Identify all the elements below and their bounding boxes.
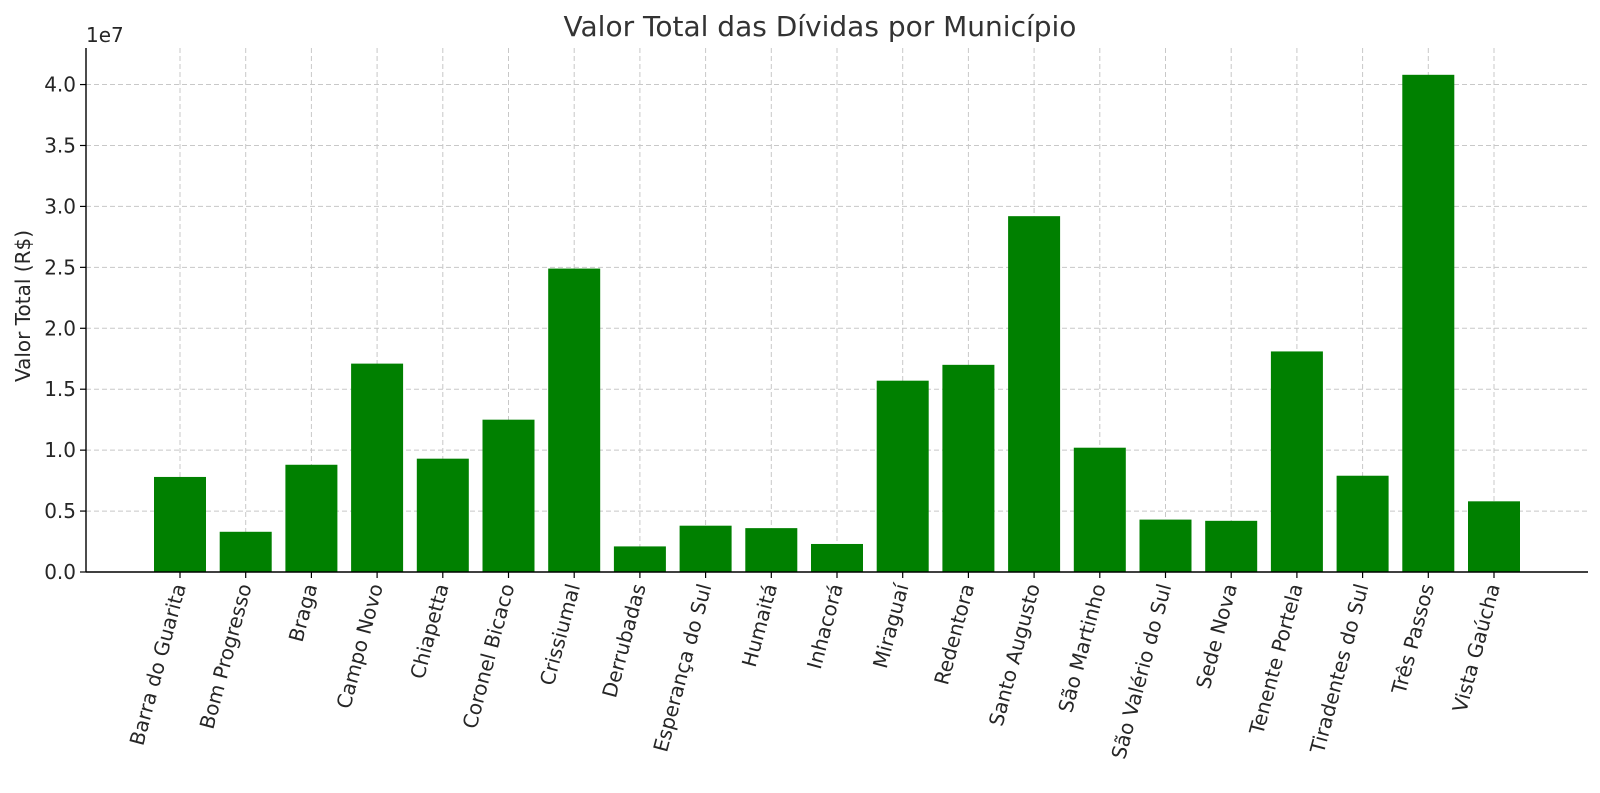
bar [1336, 475, 1389, 572]
bar [876, 380, 929, 572]
bar [1270, 351, 1323, 572]
y-tick-label: 2.0 [44, 316, 76, 340]
bar [1008, 216, 1061, 573]
x-tick-label: Chiapetta [405, 581, 453, 681]
bar [613, 546, 666, 572]
x-tick-label: São Valério do Sul [1106, 581, 1176, 761]
bar [1205, 520, 1258, 572]
bar [416, 458, 469, 572]
x-tick-label: Coronel Bicaco [458, 581, 520, 731]
bar [942, 364, 995, 572]
x-tick-label: Braga [284, 581, 322, 644]
y-tick-label: 1.5 [44, 377, 76, 401]
bar [548, 268, 601, 572]
bar [1468, 501, 1520, 572]
y-tick-label: 4.0 [44, 73, 76, 97]
x-tick-label: Inhacorá [802, 581, 848, 671]
y-axis-label: Valor Total (R$) [11, 230, 35, 382]
x-tick-label: Redentora [929, 581, 979, 687]
bars [154, 74, 1520, 573]
y-tick-label: 1.0 [44, 438, 76, 462]
x-tick-label: Santo Augusto [984, 581, 1045, 729]
bar [679, 525, 732, 572]
bar [1073, 447, 1126, 572]
y-tick-label: 3.5 [44, 133, 76, 157]
x-ticks: Barra do Guarita Bom Progresso Braga Campo … [125, 572, 1505, 762]
bar [154, 476, 206, 572]
x-tick-label: São Martinho [1053, 581, 1110, 715]
bar [351, 363, 404, 572]
x-tick-label: Campo Novo [332, 581, 388, 711]
bar [285, 464, 338, 572]
x-tick-label: Sede Nova [1191, 581, 1242, 691]
x-tick-label: Humaitá [737, 581, 782, 669]
x-tick-label: Esperança do Sul [648, 581, 716, 754]
x-tick-label: Bom Progresso [195, 581, 257, 732]
y-tick-label: 0.5 [44, 499, 76, 523]
x-tick-label: Miraguaí [868, 580, 914, 671]
x-tick-label: Tenente Portela [1244, 581, 1308, 738]
bar [1139, 519, 1192, 572]
y-offset-label: 1e7 [86, 23, 124, 47]
bar [811, 543, 863, 572]
y-tick-label: 2.5 [44, 255, 76, 279]
y-ticks: 0.0 0.5 1.0 1.5 2.0 2.5 3.0 3.5 4.0 [44, 73, 86, 584]
y-tick-label: 3.0 [44, 194, 76, 218]
bar [1402, 74, 1455, 573]
bar [745, 528, 798, 572]
bar [482, 419, 535, 572]
x-tick-label: Tiradentes do Sul [1305, 581, 1374, 757]
x-tick-label: Crissiumal [535, 581, 585, 688]
x-tick-label: Derrubadas [597, 581, 650, 700]
x-tick-label: Barra do Guarita [125, 581, 191, 748]
bar [219, 531, 272, 572]
chart-title: Valor Total das Dívidas por Município [564, 10, 1077, 43]
y-tick-label: 0.0 [44, 560, 76, 584]
x-tick-label: Vista Gaúcha [1447, 581, 1504, 715]
x-tick-label: Três Passos [1386, 581, 1439, 697]
